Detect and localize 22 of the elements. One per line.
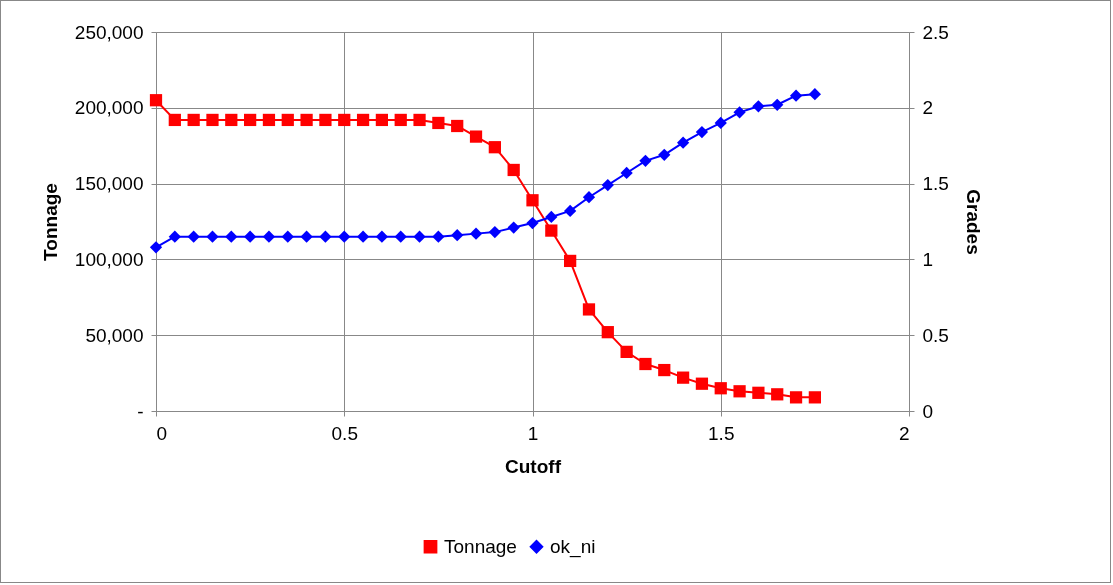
y2-tick-label: 1.5: [922, 173, 949, 195]
x-tick-label: 0.5: [331, 422, 358, 444]
x-tick-label: 1: [527, 422, 539, 444]
y2-tick-label: 0: [922, 400, 934, 422]
x-tick-label: 1.5: [708, 422, 735, 444]
y2-axis-title: Grades: [962, 189, 984, 255]
y2-tick-label: 2: [922, 97, 934, 119]
y2-tick-label: 2.5: [922, 21, 949, 43]
y2-tick-label: 1: [922, 248, 934, 270]
y-tick-label: 100,000: [74, 248, 144, 270]
x-tick-label: 2: [898, 422, 910, 444]
legend-label: Tonnage: [444, 535, 517, 557]
y-tick-label: 250,000: [74, 21, 144, 43]
x-tick-label: 0: [156, 422, 168, 444]
y-axis-title: Tonnage: [39, 183, 61, 261]
y-tick-label: 50,000: [85, 324, 144, 346]
legend-label: ok_ni: [550, 535, 596, 558]
y-tick-label: -: [137, 400, 144, 422]
x-axis-title: Cutoff: [505, 455, 562, 477]
y2-tick-label: 0.5: [922, 324, 949, 346]
y-tick-label: 150,000: [74, 173, 144, 195]
y-tick-label: 200,000: [74, 97, 144, 119]
